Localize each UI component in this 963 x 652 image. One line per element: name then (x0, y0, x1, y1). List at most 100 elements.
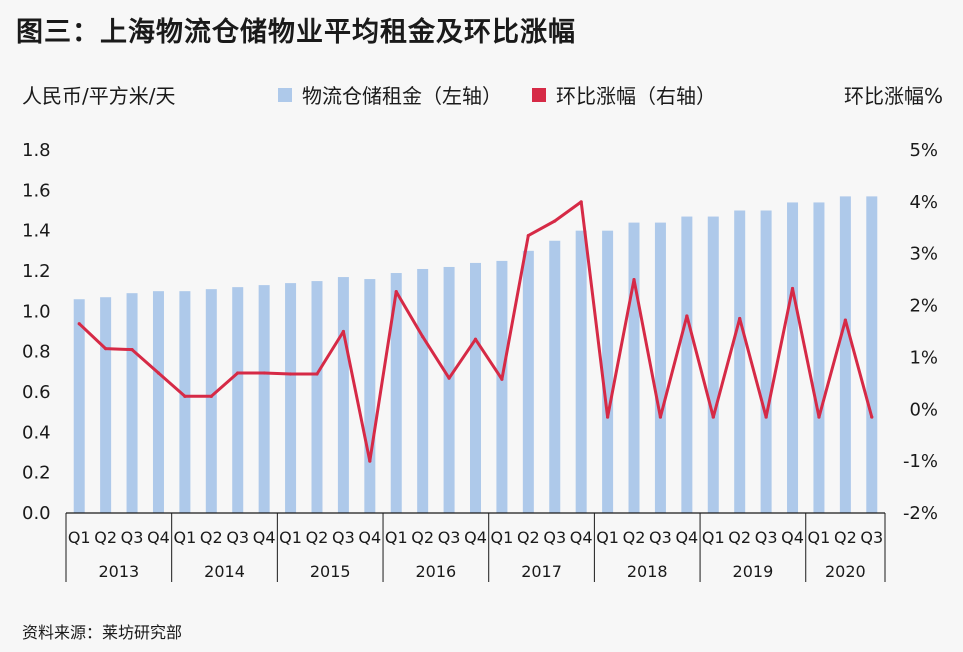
y-tick-left: 1.0 (22, 301, 51, 322)
line-point (104, 347, 108, 351)
line-point (685, 314, 689, 318)
bar (73, 299, 85, 513)
bar (285, 283, 297, 513)
x-tick-quarter: Q3 (438, 528, 461, 547)
x-tick-quarter: Q1 (279, 528, 302, 547)
y-tick-right: 2% (909, 296, 938, 317)
line-point (341, 329, 346, 334)
x-tick-quarter: Q1 (173, 528, 196, 547)
line-point (632, 278, 636, 282)
x-tick-quarter: Q2 (94, 528, 117, 547)
line-point (183, 394, 187, 398)
x-tick-quarter: Q3 (755, 528, 778, 547)
bar (126, 293, 138, 513)
bar (337, 277, 349, 513)
line-point (579, 200, 583, 204)
line-point (236, 371, 240, 375)
y-tick-left: 0.0 (22, 503, 51, 524)
line-point (711, 415, 715, 419)
bar (602, 230, 614, 513)
line-point (764, 415, 768, 419)
line-point (738, 316, 742, 321)
bar (390, 273, 402, 513)
chart-title: 图三：上海物流仓储物业平均租金及环比涨幅 (16, 17, 576, 48)
x-tick-quarter: Q4 (675, 528, 698, 547)
x-tick-year: 2013 (98, 562, 139, 581)
legend-swatch-bar (278, 87, 292, 102)
bar (100, 297, 112, 513)
x-tick-quarter: Q1 (702, 528, 725, 547)
x-tick-quarter: Q4 (570, 528, 593, 547)
bar (654, 222, 666, 513)
x-tick-quarter: Q2 (728, 528, 751, 547)
bar (734, 210, 746, 513)
y-tick-right: -2% (903, 503, 938, 524)
line-point (209, 394, 213, 398)
bar (760, 210, 772, 513)
x-tick-year: 2019 (733, 562, 774, 581)
line-point (77, 322, 81, 326)
x-tick-quarter: Q3 (860, 528, 883, 547)
x-tick-quarter: Q2 (623, 528, 646, 547)
line-point (368, 459, 372, 463)
line-point (421, 335, 425, 339)
bar (813, 202, 825, 513)
line-point (473, 337, 478, 341)
legend-item-line: 环比涨幅（右轴） (532, 80, 716, 109)
x-tick-quarter: Q3 (332, 528, 355, 547)
x-tick-quarter: Q4 (781, 528, 804, 547)
x-tick-year: 2020 (825, 562, 866, 581)
legend: 物流仓储租金（左轴） 环比涨幅（右轴） (278, 80, 746, 109)
bar (417, 268, 429, 513)
x-tick-year: 2015 (310, 562, 351, 581)
bar (311, 281, 323, 513)
legend-label-bar: 物流仓储租金（左轴） (302, 84, 502, 108)
bar (152, 291, 164, 513)
bar (470, 262, 481, 513)
y-tick-left: 0.8 (22, 342, 51, 363)
x-tick-quarter: Q2 (200, 528, 223, 547)
bar (258, 285, 270, 513)
bar (205, 289, 217, 513)
line-point (843, 318, 847, 322)
y-tick-left: 1.8 (22, 140, 51, 161)
x-tick-year: 2014 (204, 562, 245, 581)
line-point (500, 377, 504, 381)
line-point (817, 415, 821, 419)
y-tick-left: 0.2 (22, 463, 51, 484)
line-point (262, 371, 266, 375)
y-axis-left-label: 人民币/平方米/天 (22, 84, 176, 108)
x-tick-quarter: Q1 (385, 528, 408, 547)
x-tick-quarter: Q3 (121, 528, 144, 547)
x-tick-quarter: Q1 (491, 528, 514, 547)
bar (232, 287, 244, 513)
line-point (790, 286, 795, 291)
x-tick-quarter: Q2 (306, 528, 329, 547)
x-tick-year: 2016 (416, 562, 457, 581)
bar (787, 202, 799, 513)
y-tick-left: 0.4 (22, 422, 51, 443)
y-tick-right: 0% (909, 399, 938, 420)
bar (443, 266, 455, 513)
x-tick-quarter: Q3 (543, 528, 566, 547)
x-tick-quarter: Q4 (253, 528, 276, 547)
x-tick-year: 2018 (627, 562, 668, 581)
bar (522, 250, 534, 514)
x-tick-quarter: Q3 (226, 528, 249, 547)
y-tick-left: 1.4 (22, 221, 51, 242)
x-tick-quarter: Q4 (464, 528, 487, 547)
x-tick-quarter: Q2 (411, 528, 434, 547)
bar (866, 196, 878, 513)
bar (707, 216, 719, 514)
line-point (156, 371, 161, 375)
line-point (130, 348, 134, 352)
bar (839, 196, 851, 513)
line-point (870, 415, 874, 419)
x-tick-quarter: Q2 (834, 528, 857, 547)
bar (496, 260, 508, 513)
y-tick-right: 4% (909, 192, 938, 213)
line-point (315, 372, 319, 376)
x-tick-year: 2017 (521, 562, 562, 581)
x-tick-quarter: Q1 (68, 528, 91, 547)
y-tick-right: 1% (909, 347, 938, 368)
